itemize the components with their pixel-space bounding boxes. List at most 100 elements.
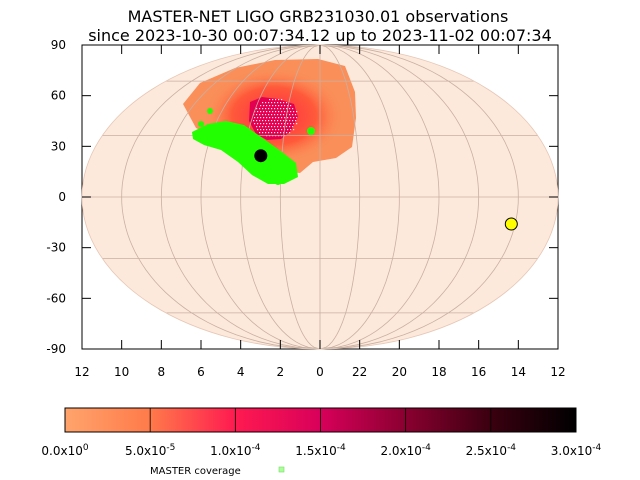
x-tick-label: 4 <box>237 365 245 379</box>
peak-dot <box>265 102 267 104</box>
peak-dot <box>272 117 274 119</box>
y-axis: 90 60 30 0 -30 -60 -90 <box>46 38 558 356</box>
peak-dot <box>292 114 294 116</box>
peak-dot <box>272 99 274 101</box>
peak-dot <box>281 129 283 131</box>
peak-dot <box>253 120 255 122</box>
peak-dot <box>277 114 279 116</box>
peak-dot <box>259 126 261 128</box>
peak-dot <box>269 123 271 125</box>
peak-dot <box>287 129 289 131</box>
peak-dot <box>287 105 289 107</box>
x-tick-label: 12 <box>550 365 565 379</box>
peak-dot <box>293 117 295 119</box>
peak-dot <box>278 117 280 119</box>
probability-peak-dots <box>253 99 298 137</box>
peak-dot <box>274 108 276 110</box>
peak-dot <box>269 117 271 119</box>
chart-subtitle: since 2023-10-30 00:07:34.12 up to 2023-… <box>88 26 552 45</box>
peak-dot <box>283 108 285 110</box>
colorbar-tick-label: 1.5x10-4 <box>295 443 346 458</box>
peak-dot <box>271 114 273 116</box>
sky-markers <box>254 149 518 231</box>
peak-dot <box>277 126 279 128</box>
chart-title: MASTER-NET LIGO GRB231030.01 observation… <box>128 7 509 26</box>
peak-dot <box>287 117 289 119</box>
peak-dot <box>290 105 292 107</box>
peak-dot <box>265 108 267 110</box>
peak-dot <box>281 111 283 113</box>
coverage-region <box>192 121 298 184</box>
coverage-patch <box>207 108 213 114</box>
x-tick-label: 20 <box>392 365 407 379</box>
peak-dot <box>254 117 256 119</box>
colorbar-tick-label: 2.0x10-4 <box>380 443 431 458</box>
peak-dot <box>283 114 285 116</box>
x-tick-label: 16 <box>471 365 486 379</box>
peak-dot <box>283 132 285 134</box>
peak-dot <box>271 102 273 104</box>
peak-dot <box>286 102 288 104</box>
peak-dot <box>295 120 297 122</box>
peak-dot <box>280 108 282 110</box>
peak-dot <box>284 123 286 125</box>
y-tick-label: -60 <box>46 291 66 305</box>
peak-dot <box>266 129 268 131</box>
peak-dot <box>265 132 267 134</box>
peak-dot <box>259 120 261 122</box>
peak-dot <box>278 105 280 107</box>
y-tick-label: 30 <box>51 139 66 153</box>
moon-marker <box>254 149 268 163</box>
peak-dot <box>265 114 267 116</box>
peak-dot <box>274 132 276 134</box>
peak-dot <box>287 111 289 113</box>
peak-dot <box>269 111 271 113</box>
peak-dot <box>275 99 277 101</box>
peak-dot <box>280 120 282 122</box>
peak-dot <box>257 111 259 113</box>
y-tick-label: 0 <box>58 190 66 204</box>
legend-label: MASTER coverage <box>150 466 241 477</box>
peak-dot <box>281 123 283 125</box>
peak-dot <box>272 105 274 107</box>
peak-dot <box>262 132 264 134</box>
peak-dot <box>292 108 294 110</box>
x-tick-label: 18 <box>431 365 446 379</box>
colorbar-tick-label: 5.0x10-5 <box>125 443 175 458</box>
peak-dot <box>277 132 279 134</box>
peak-dot <box>260 117 262 119</box>
peak-dot <box>269 105 271 107</box>
y-tick-label: 90 <box>51 38 66 52</box>
peak-dot <box>284 117 286 119</box>
coverage-patch <box>198 121 204 127</box>
master-coverage <box>192 108 315 185</box>
peak-dot <box>275 123 277 125</box>
peak-dot <box>283 120 285 122</box>
peak-dot <box>274 120 276 122</box>
peak-dot <box>296 111 298 113</box>
peak-dot <box>275 129 277 131</box>
peak-dot <box>256 114 258 116</box>
peak-dot <box>275 111 277 113</box>
peak-dot <box>292 126 294 128</box>
peak-dot <box>290 129 292 131</box>
peak-dot <box>286 108 288 110</box>
sun-marker <box>504 217 518 231</box>
peak-dot <box>256 126 258 128</box>
peak-dot <box>290 123 292 125</box>
peak-dot <box>263 117 265 119</box>
peak-dot <box>293 111 295 113</box>
peak-dot <box>266 111 268 113</box>
x-tick-label: 2 <box>277 365 285 379</box>
peak-dot <box>256 120 258 122</box>
peak-dot <box>260 111 262 113</box>
probability-peak <box>249 97 298 140</box>
y-tick-label: -30 <box>46 241 66 255</box>
peak-dot <box>289 108 291 110</box>
peak-dot <box>262 126 264 128</box>
peak-dot <box>260 123 262 125</box>
peak-dot <box>257 117 259 119</box>
sky-map <box>81 44 559 350</box>
peak-dot <box>295 114 297 116</box>
